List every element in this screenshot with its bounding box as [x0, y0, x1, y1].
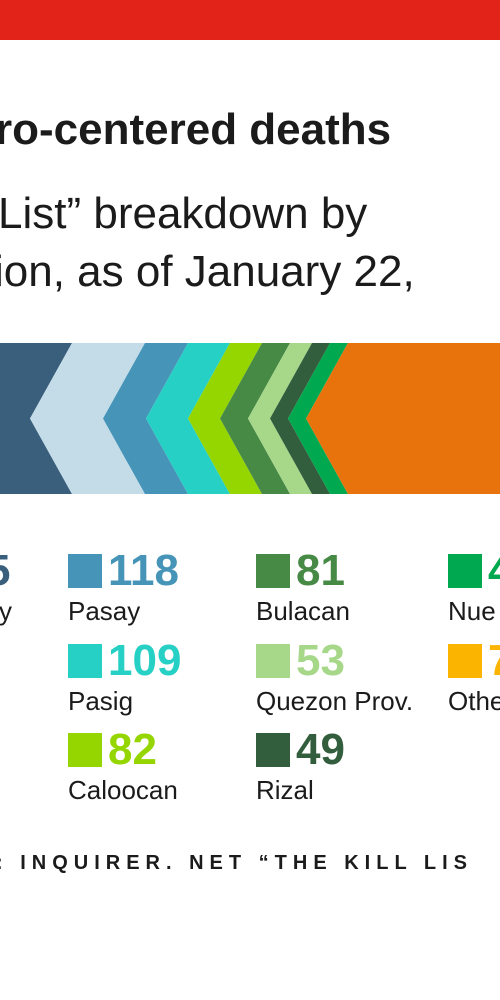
- legend-label-bulacan: Bulacan: [256, 596, 350, 626]
- top-accent-bar: [0, 0, 500, 40]
- legend-item-othe: 7 Othe: [448, 638, 500, 716]
- legend-value-quezon-prov: 53: [296, 636, 345, 685]
- source-credit: : INQUIRER. NET “THE KILL LIS: [0, 852, 473, 874]
- legend-swatch-pasig: [68, 644, 102, 678]
- chart-title-line-1: ro-centered deaths: [0, 105, 392, 154]
- legend-item-city: 5 ity: [0, 548, 12, 627]
- legend-value-city: 5: [0, 548, 10, 594]
- chevron-ribbon: [0, 343, 500, 494]
- legend-value-nue: 4: [488, 548, 500, 594]
- legend-swatch-bulacan: [256, 554, 290, 588]
- segment-bulacan: [220, 343, 290, 494]
- legend-item-bulacan: 81 Bulacan: [256, 548, 350, 626]
- legend-label-rizal: Rizal: [256, 775, 314, 805]
- segment-orange: [306, 343, 500, 494]
- chart-title-line-3: ion, as of January 22,: [0, 247, 415, 296]
- legend-value-caloocan: 82: [108, 725, 157, 774]
- legend-value-othe: 7: [488, 638, 500, 684]
- legend-value-rizal: 49: [296, 725, 345, 774]
- segment-quezon-prov: [248, 343, 312, 494]
- segment-light-blue: [30, 343, 145, 494]
- legend-value-bulacan: 81: [296, 546, 345, 595]
- legend-swatch-nue: [448, 554, 482, 588]
- legend-label-nue: Nue: [448, 596, 496, 626]
- legend-item-pasay: 118 Pasay: [68, 548, 179, 626]
- legend-label-pasay: Pasay: [68, 596, 141, 626]
- legend-swatch-rizal: [256, 733, 290, 767]
- legend-label-othe: Othe: [448, 686, 500, 716]
- segment-city: [0, 343, 72, 494]
- segment-rizal: [270, 343, 330, 494]
- legend-item-caloocan: 82 Caloocan: [68, 727, 178, 805]
- legend-item-quezon-prov: 53 Quezon Prov.: [256, 638, 413, 716]
- legend-swatch-quezon-prov: [256, 644, 290, 678]
- legend-label-pasig: Pasig: [68, 686, 134, 716]
- legend-label-quezon-prov: Quezon Prov.: [256, 686, 414, 716]
- legend-swatch-othe: [448, 644, 482, 678]
- segment-nue: [288, 343, 348, 494]
- legend-label-caloocan: Caloocan: [68, 775, 178, 805]
- legend-value-pasay: 118: [108, 546, 179, 595]
- segment-caloocan: [188, 343, 262, 494]
- segment-pasay: [103, 343, 188, 494]
- legend-value-pasig: 109: [108, 636, 182, 685]
- legend-label-city: ity: [0, 596, 12, 626]
- legend-swatch-pasay: [68, 554, 102, 588]
- legend-item-rizal: 49 Rizal: [256, 727, 345, 805]
- legend-item-pasig: 109 Pasig: [68, 638, 181, 716]
- legend-swatch-caloocan: [68, 733, 102, 767]
- legend-item-nue: 4 Nue: [448, 548, 500, 626]
- chart-title-line-2: List” breakdown by: [0, 189, 368, 238]
